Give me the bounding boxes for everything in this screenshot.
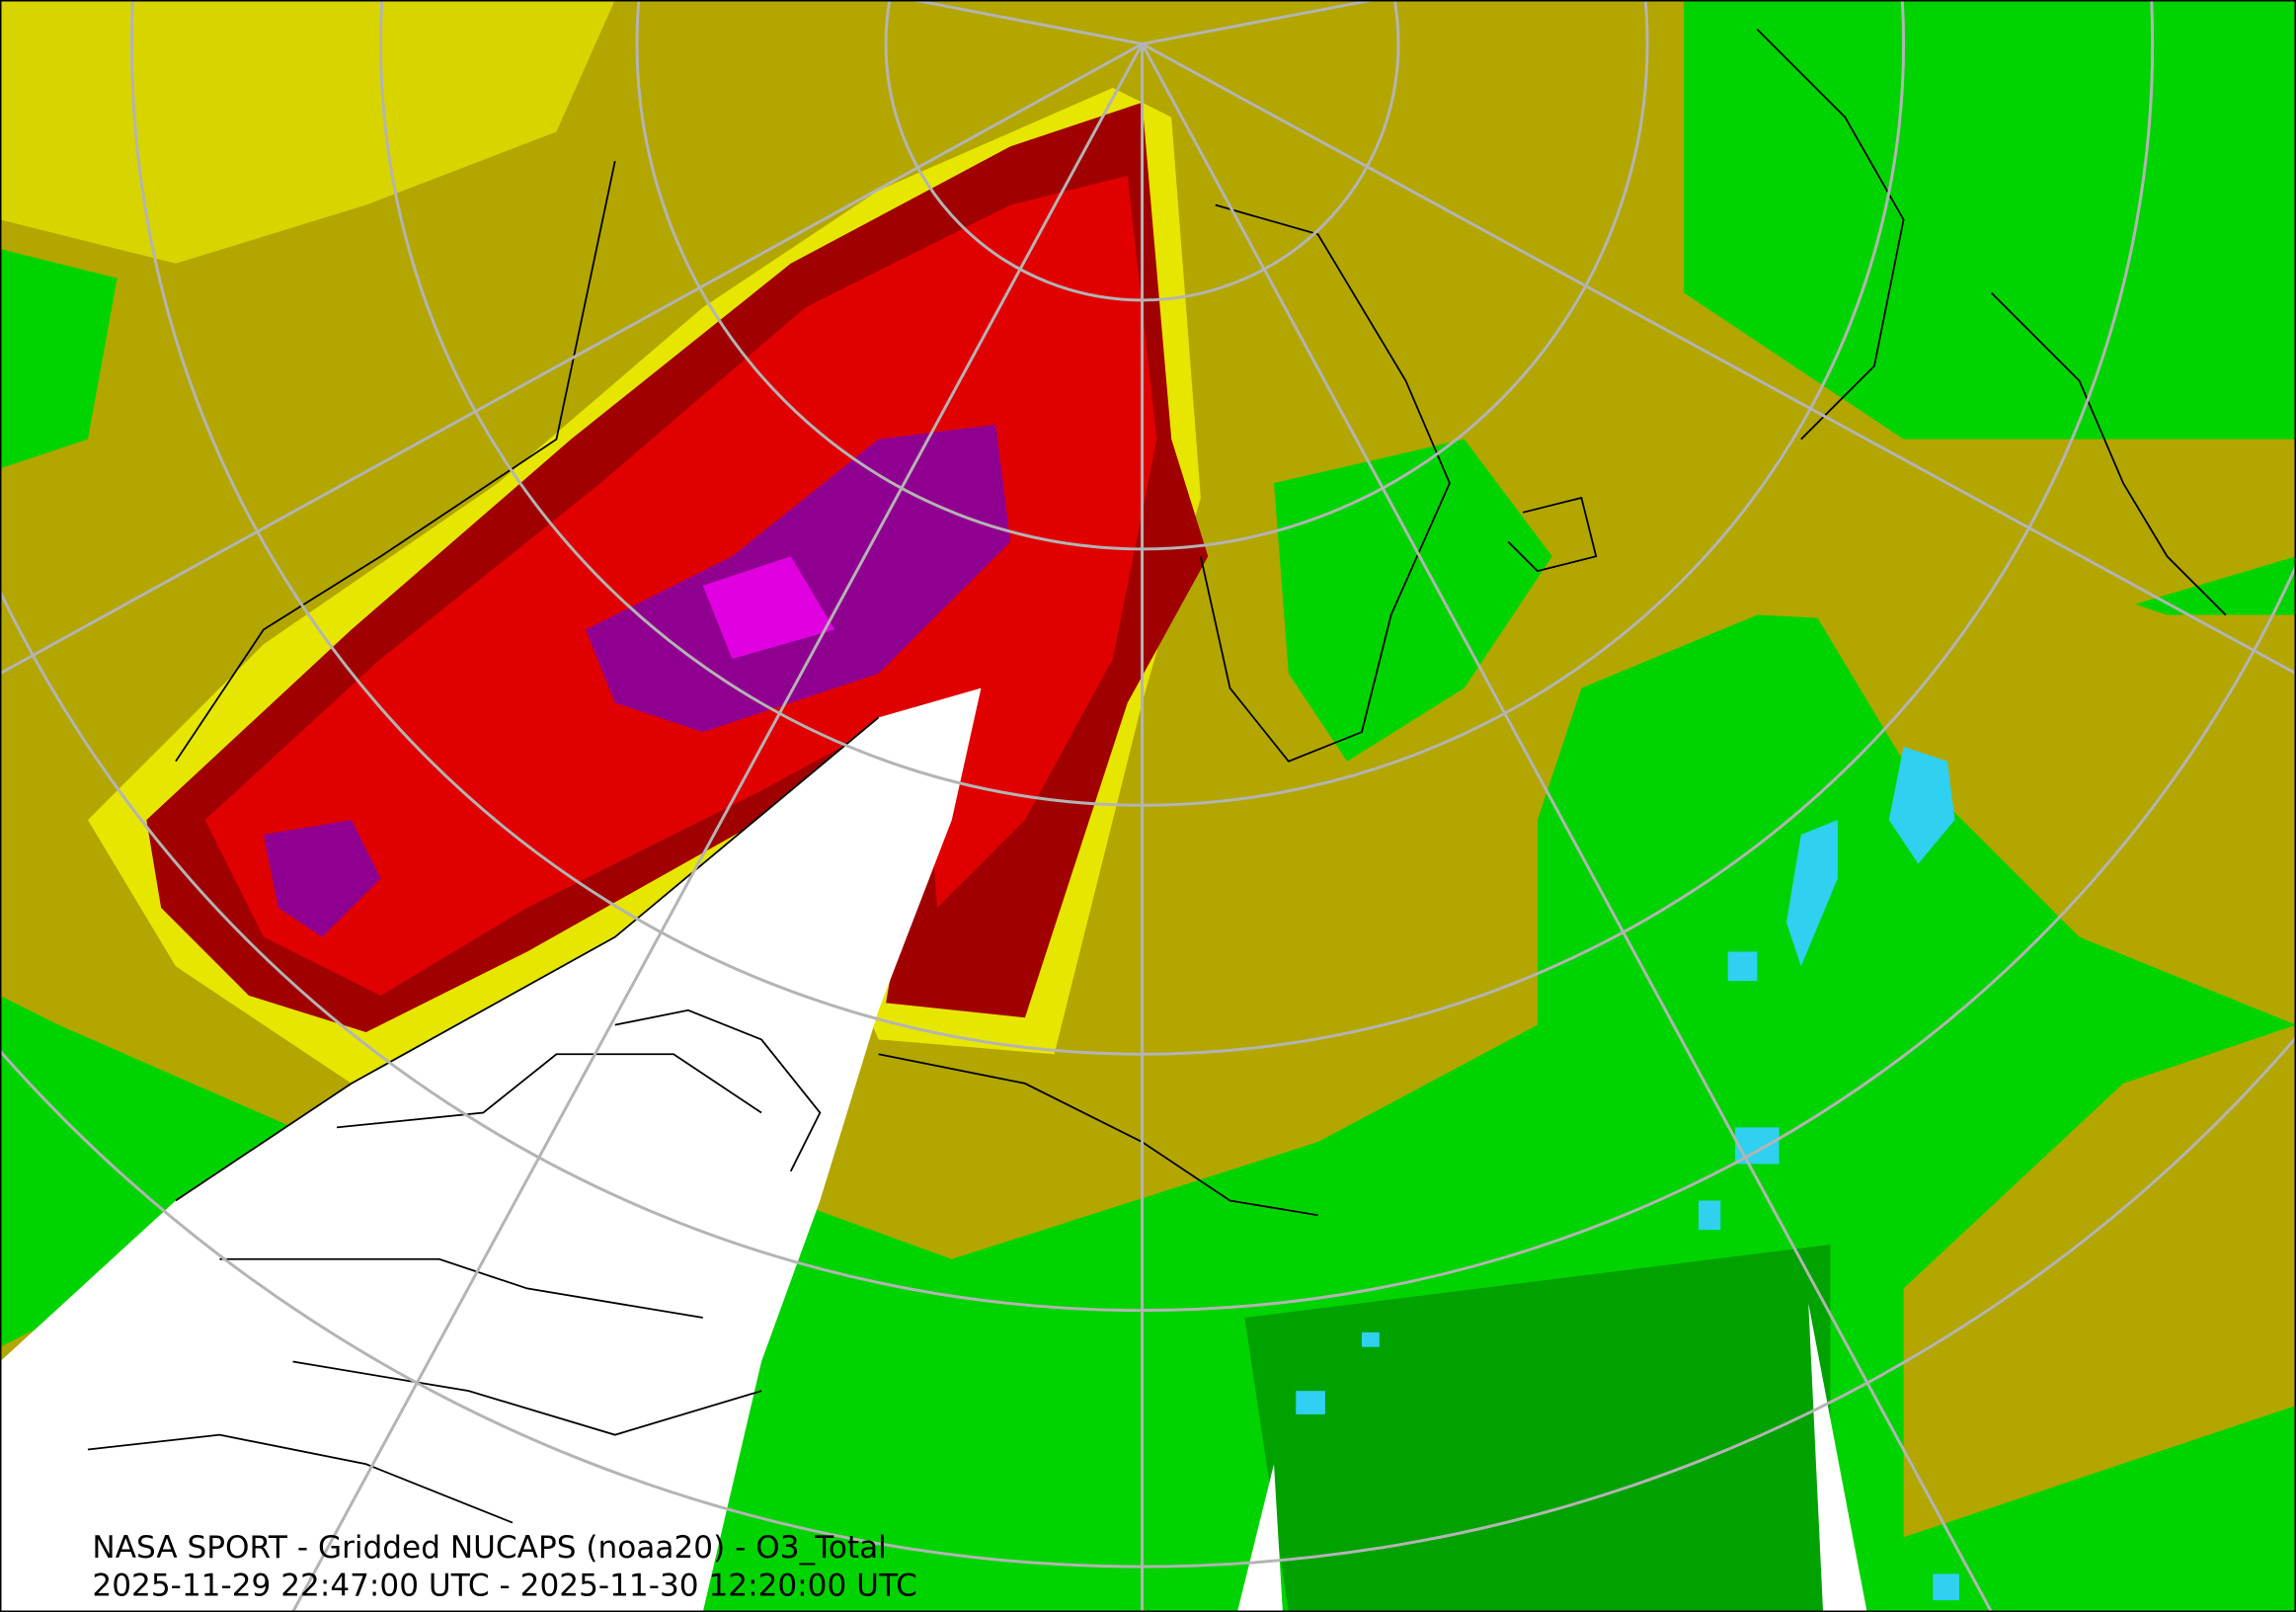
ozone-region (0, 248, 118, 469)
caption-time: 2025-11-29 22:47:00 UTC - 2025-11-30 12:… (92, 1569, 916, 1604)
no-data-area (0, 687, 982, 1612)
no-data-area (1808, 1303, 1867, 1612)
ozone-region (0, 995, 293, 1347)
ozone-low-spots (1296, 746, 1959, 1601)
ozone-region (0, 0, 615, 264)
no-data-area (1236, 1464, 1283, 1612)
ozone-region (263, 820, 381, 937)
ozone-region (702, 556, 835, 660)
borders (87, 29, 2227, 1524)
ozone-region (1244, 1244, 1831, 1612)
ozone-region (1903, 1024, 2296, 1538)
ozone-region (1274, 439, 1552, 762)
ozone-region (1785, 439, 2296, 1025)
caption-title: NASA SPORT - Gridded NUCAPS (noaa20) - O… (92, 1530, 886, 1566)
